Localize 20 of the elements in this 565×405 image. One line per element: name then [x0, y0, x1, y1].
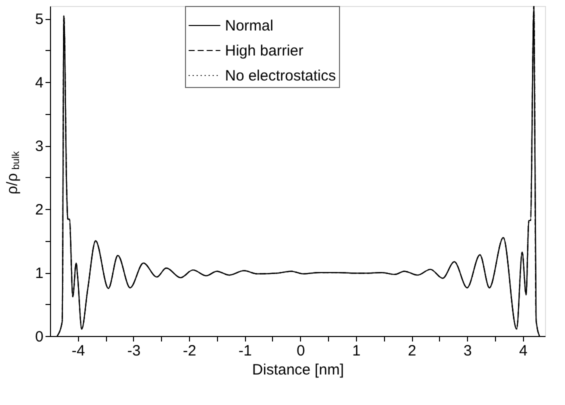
x-tick-label: 2 — [408, 342, 416, 360]
y-tick-label: 5 — [35, 11, 44, 28]
x-axis-title: Distance [nm] — [252, 362, 344, 378]
y-tick-label: 3 — [35, 138, 44, 156]
x-tick-label: 3 — [463, 342, 472, 360]
y-tick-label: 1 — [35, 265, 44, 282]
x-tick-label: -1 — [238, 342, 252, 360]
x-tick-label: -4 — [72, 342, 85, 360]
legend-label: No electrostatics — [225, 68, 336, 84]
y-axis-title: ρ/ρbulk — [4, 150, 22, 194]
x-tick-label: 0 — [296, 342, 305, 360]
y-tick-label: 4 — [35, 74, 44, 92]
y-tick-label: 0 — [35, 328, 44, 346]
x-tick-label: -3 — [127, 342, 141, 360]
legend-label: High barrier — [225, 42, 304, 60]
y-tick-label: 2 — [35, 202, 44, 219]
x-tick-label: 1 — [352, 342, 361, 360]
x-tick-label: -2 — [182, 342, 196, 360]
x-tick-label: 4 — [519, 342, 528, 360]
legend-label: Normal — [225, 18, 274, 34]
